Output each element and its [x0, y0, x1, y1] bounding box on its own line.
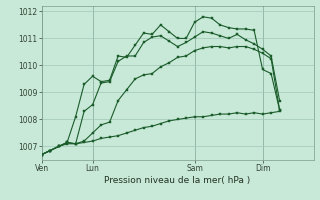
- X-axis label: Pression niveau de la mer( hPa ): Pression niveau de la mer( hPa ): [104, 176, 251, 185]
